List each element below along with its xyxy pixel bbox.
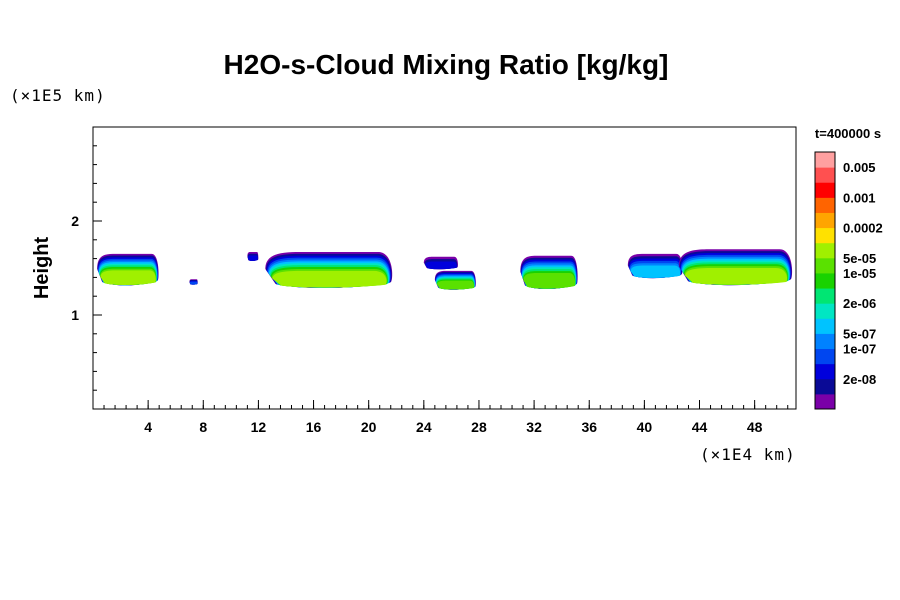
- colorbar-frame: [814, 151, 836, 410]
- contour-level: [630, 265, 681, 278]
- colorbar-label: 1e-05: [843, 266, 876, 281]
- colorbar-swatch: [815, 393, 835, 410]
- y-unit-label: (×1E5 km): [10, 86, 106, 105]
- colorbar-label: 0.001: [843, 190, 876, 205]
- chart-title: H2O-s-Cloud Mixing Ratio [kg/kg]: [224, 49, 669, 80]
- cloud-blob: [627, 253, 683, 279]
- contour-level: [523, 272, 576, 289]
- time-label: t=400000 s: [815, 126, 881, 141]
- x-tick-label: 12: [251, 419, 267, 435]
- colorbar-label: 2e-08: [843, 372, 876, 387]
- colorbar-swatch: [815, 318, 835, 334]
- colorbar-label: 0.0002: [843, 221, 883, 236]
- plot-frame: [92, 126, 797, 410]
- cloud-blob: [678, 249, 793, 286]
- contour-level: [100, 270, 156, 285]
- x-tick-label: 36: [581, 419, 597, 435]
- cloud-blob: [247, 252, 259, 262]
- colorbar-swatch: [815, 348, 835, 365]
- colorbar-swatch: [815, 288, 835, 304]
- cloud-blob: [97, 253, 159, 286]
- colorbar-swatch: [815, 242, 835, 259]
- y-tick-label: 1: [71, 307, 79, 323]
- colorbar-label: 2e-06: [843, 296, 876, 311]
- x-tick-label: 32: [526, 419, 542, 435]
- x-tick-label: 20: [361, 419, 377, 435]
- colorbar-swatch: [815, 378, 835, 395]
- contour-level: [437, 280, 474, 290]
- colorbar-swatch: [815, 212, 835, 229]
- x-unit-label: (×1E4 km): [700, 445, 796, 464]
- colorbar-swatch: [815, 182, 835, 198]
- colorbar-swatch: [815, 152, 835, 168]
- colorbar-swatch: [815, 257, 835, 274]
- colorbar-swatch: [815, 303, 835, 319]
- contour-level: [425, 261, 457, 270]
- colorbar-swatch: [815, 227, 835, 244]
- colorbar-swatch: [815, 363, 835, 380]
- colorbar-label: 5e-05: [843, 251, 876, 266]
- cloud-blob: [520, 255, 578, 290]
- contour-level: [247, 255, 258, 261]
- cloud-blob: [423, 256, 458, 270]
- cloud-fields: [97, 249, 793, 290]
- y-axis-label: Height: [31, 237, 53, 300]
- x-tick-label: 44: [692, 419, 708, 435]
- contour-level: [189, 281, 198, 285]
- x-tick-label: 48: [747, 419, 763, 435]
- colorbar-swatch: [815, 272, 835, 289]
- colorbar-label: 5e-07: [843, 326, 876, 341]
- cloud-blob: [265, 252, 393, 289]
- x-tick-label: 40: [637, 419, 653, 435]
- x-tick-label: 16: [306, 419, 322, 435]
- colorbar-label: 1e-07: [843, 342, 876, 357]
- colorbar-swatch: [815, 167, 835, 183]
- cloud-blob: [189, 279, 198, 285]
- colorbar-swatch: [815, 197, 835, 213]
- colorbar-swatch: [815, 333, 835, 350]
- y-tick-label: 2: [71, 213, 79, 229]
- x-tick-label: 8: [199, 419, 207, 435]
- x-tick-label: 28: [471, 419, 487, 435]
- cloud-blob: [434, 270, 476, 290]
- colorbar-label: 0.005: [843, 160, 876, 175]
- contour-level: [685, 268, 788, 285]
- contour-level: [272, 270, 387, 288]
- x-tick-label: 24: [416, 419, 432, 435]
- x-tick-label: 4: [144, 419, 152, 435]
